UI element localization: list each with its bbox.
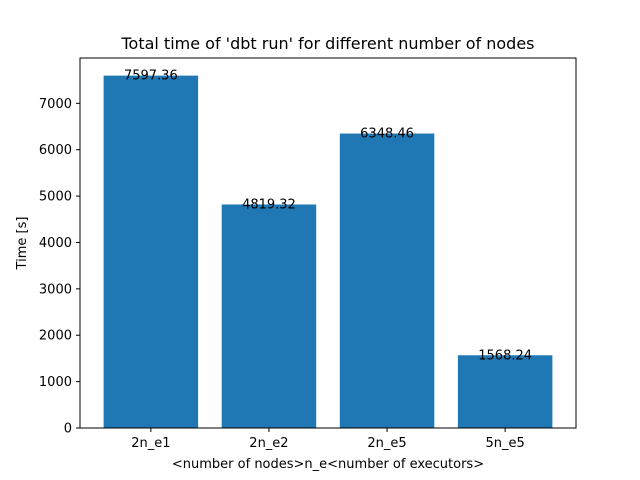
bar-2n_e2 [221, 204, 317, 428]
y-tick-label: 0 [64, 422, 72, 437]
y-tick-label: 3000 [39, 282, 72, 297]
data-label-2n_e1: 7597.36 [124, 69, 178, 84]
chart-title: Total time of 'dbt run' for different nu… [120, 34, 534, 53]
x-tick-label: 2n_e5 [367, 436, 406, 451]
y-tick-label: 4000 [39, 236, 72, 251]
data-label-2n_e2: 4819.32 [242, 197, 296, 212]
bar-2n_e1 [103, 75, 199, 429]
x-axis-label: <number of nodes>n_e<number of executors… [172, 457, 484, 472]
x-tick-label: 2n_e1 [131, 436, 170, 451]
y-tick-label: 5000 [39, 190, 72, 205]
y-tick-label: 7000 [39, 97, 72, 112]
bar-2n_e5 [339, 133, 435, 428]
data-label-5n_e5: 1568.24 [478, 348, 532, 363]
y-tick-label: 1000 [39, 375, 72, 390]
bars-group [103, 75, 553, 429]
x-tick-label: 2n_e2 [249, 436, 288, 451]
y-tick-label: 6000 [39, 143, 72, 158]
y-tick-label: 2000 [39, 329, 72, 344]
x-tick-label: 5n_e5 [486, 436, 525, 451]
bar-5n_e5 [457, 355, 553, 428]
plot-frame [79, 57, 577, 429]
data-label-2n_e5: 6348.46 [360, 127, 414, 142]
y-axis-ticks: 0 1000 2000 3000 4000 5000 6000 7000 [39, 97, 80, 437]
x-axis-ticks: 2n_e1 2n_e2 2n_e5 5n_e5 [131, 428, 525, 451]
y-axis-label: Time [s] [15, 217, 30, 271]
data-labels-group: 7597.36 4819.32 6348.46 1568.24 [124, 69, 532, 364]
